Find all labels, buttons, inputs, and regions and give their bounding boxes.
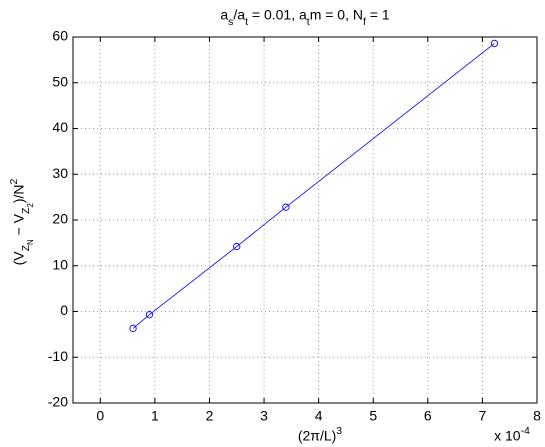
y-tick-label: 50 xyxy=(52,73,68,89)
x-tick-label: 3 xyxy=(260,408,268,424)
y-tick-label: 40 xyxy=(52,119,68,135)
x-axis-label: (2π/L)3 xyxy=(298,425,342,444)
y-tick-label: 30 xyxy=(52,165,68,181)
data-marker xyxy=(145,311,154,319)
y-tick-label: -10 xyxy=(48,348,68,364)
chart-title: as/at = 0.01, atm = 0, Nf = 1 xyxy=(220,7,390,28)
y-tick-label: 10 xyxy=(52,256,68,272)
data-marker xyxy=(282,203,290,211)
data-marker xyxy=(233,242,241,251)
data-marker xyxy=(490,39,499,48)
y-tick-label: -20 xyxy=(48,394,68,410)
x-tick-label: 4 xyxy=(315,408,323,424)
x-tick-label: 8 xyxy=(533,408,541,424)
x-tick-label: 2 xyxy=(206,408,214,424)
x-tick-label: 1 xyxy=(151,408,159,424)
y-tick-label: 0 xyxy=(60,302,68,318)
x-tick-label: 7 xyxy=(479,408,487,424)
data-line xyxy=(132,43,495,329)
data-marker xyxy=(129,324,137,333)
y-tick-label: 60 xyxy=(52,28,68,44)
x-tick-label: 6 xyxy=(424,408,432,424)
plot-frame xyxy=(72,36,538,404)
y-tick-label: 20 xyxy=(52,211,68,227)
x-tick-label: 5 xyxy=(369,408,377,424)
x-tick-label: 0 xyxy=(96,408,104,424)
